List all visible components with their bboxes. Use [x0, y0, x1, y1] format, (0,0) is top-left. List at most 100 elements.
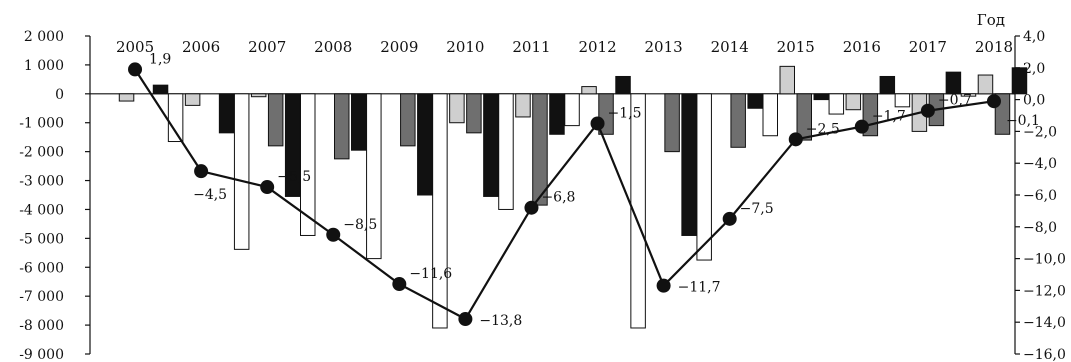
line-data-label: −1,5: [608, 105, 642, 121]
bar-series-1: [565, 94, 580, 126]
bar-series-1: [367, 94, 382, 259]
bar-series-3: [335, 94, 350, 159]
left-axis-tick-label: 2 000: [24, 29, 64, 45]
bar-series-4: [418, 94, 433, 195]
line-data-label: −0,1: [1006, 113, 1040, 129]
bar-series-3: [467, 94, 482, 133]
line-series-point: [723, 212, 737, 226]
right-axis-tick-label: −8,0: [1023, 220, 1057, 236]
x-category-label: 2015: [777, 38, 815, 56]
x-category-label: 2009: [380, 38, 418, 56]
right-axis-tick-label: −10,0: [1023, 252, 1066, 268]
line-series-point: [260, 180, 274, 194]
x-category-label: 2006: [182, 38, 220, 56]
x-category-label: 2011: [512, 38, 550, 56]
left-axis-tick-label: 0: [55, 87, 64, 103]
line-series-point: [458, 312, 472, 326]
line-series-point: [392, 277, 406, 291]
line-data-label: −2,5: [806, 121, 840, 137]
bar-series-4: [352, 94, 367, 150]
left-axis-tick-label: -8 000: [19, 318, 64, 334]
x-category-label: 2007: [248, 38, 286, 56]
x-category-label: 2010: [446, 38, 484, 56]
bar-series-1: [168, 94, 183, 142]
right-axis-tick-label: 4,0: [1023, 29, 1045, 45]
line-series-point: [789, 132, 803, 146]
bar-series-1: [301, 94, 316, 236]
line-data-label: −6,8: [541, 190, 575, 206]
right-axis-tick-label: −14,0: [1023, 315, 1066, 331]
right-axis-tick-label: −4,0: [1023, 156, 1057, 172]
bar-series-4: [153, 85, 168, 94]
bar-series-2: [582, 87, 597, 94]
left-axis-tick-label: -6 000: [19, 260, 64, 276]
bar-series-4: [946, 72, 961, 94]
bar-series-4: [1012, 68, 1027, 94]
x-category-label: 2013: [645, 38, 683, 56]
left-axis-tick-label: -1 000: [19, 116, 64, 132]
left-axis-tick-label: -2 000: [19, 145, 64, 161]
bar-series-3: [268, 94, 283, 146]
bar-series-2: [780, 66, 795, 93]
bar-series-2: [978, 75, 993, 94]
line-data-label: −11,7: [678, 280, 721, 296]
bar-series-2: [251, 94, 266, 97]
left-axis-tick-label: -3 000: [19, 174, 64, 190]
line-series-point: [855, 120, 869, 134]
bar-series-3: [401, 94, 416, 146]
line-data-label: −5,5: [277, 169, 311, 185]
bar-series-1: [829, 94, 844, 114]
bar-series-4: [682, 94, 697, 236]
left-axis-tick-label: -9 000: [19, 347, 64, 362]
bar-series-4: [550, 94, 565, 134]
bar-series-4: [748, 94, 763, 108]
bar-series-2: [119, 94, 133, 101]
x-category-label: 2014: [711, 38, 749, 56]
line-data-label: −13,8: [479, 313, 522, 329]
bar-series-4: [219, 94, 234, 133]
bar-series-2: [185, 94, 200, 106]
x-category-label: 2018: [975, 38, 1013, 56]
line-series-point: [987, 94, 1001, 108]
right-axis-tick-label: 0,0: [1023, 93, 1045, 109]
right-axis-tick-label: −6,0: [1023, 188, 1057, 204]
bar-series-1: [433, 94, 448, 328]
bar-series-4: [880, 76, 895, 93]
line-data-label: −11,6: [409, 266, 452, 282]
line-series-point: [657, 279, 671, 293]
bar-series-1: [697, 94, 712, 260]
line-data-label: 1,9: [149, 51, 171, 67]
bar-series-2: [516, 94, 531, 117]
bar-series-4: [616, 76, 631, 93]
bar-series-1: [895, 94, 910, 107]
x-category-label: 2012: [578, 38, 616, 56]
line-data-label: −7,5: [740, 201, 774, 217]
line-series-point: [591, 116, 605, 130]
left-axis-tick-label: -7 000: [19, 289, 64, 305]
line-data-label: −0,7: [938, 93, 972, 109]
line-series-point: [524, 201, 538, 215]
left-axis-tick-label: -5 000: [19, 231, 64, 247]
x-category-label: 2017: [909, 38, 947, 56]
bar-series-2: [450, 94, 465, 123]
line-data-label: −4,5: [193, 187, 227, 203]
line-series-point: [921, 104, 935, 118]
bar-series-4: [484, 94, 499, 197]
line-series-point: [128, 62, 142, 76]
x-category-label: 2016: [843, 38, 881, 56]
line-series-point: [326, 228, 340, 242]
bar-series-2: [846, 94, 861, 110]
left-axis-tick-label: 1 000: [24, 58, 64, 74]
right-axis-tick-label: −16,0: [1023, 347, 1066, 362]
x-category-label: 2008: [314, 38, 352, 56]
line-data-label: −1,7: [872, 109, 906, 125]
bar-series-3: [533, 94, 548, 205]
axis-unit-label: Год: [977, 11, 1005, 29]
bar-series-1: [499, 94, 514, 210]
bar-series-1: [234, 94, 249, 250]
bar-series-1: [763, 94, 778, 136]
line-data-label: −8,5: [343, 217, 377, 233]
bar-series-4: [814, 94, 829, 100]
right-axis-tick-label: −12,0: [1023, 283, 1066, 299]
